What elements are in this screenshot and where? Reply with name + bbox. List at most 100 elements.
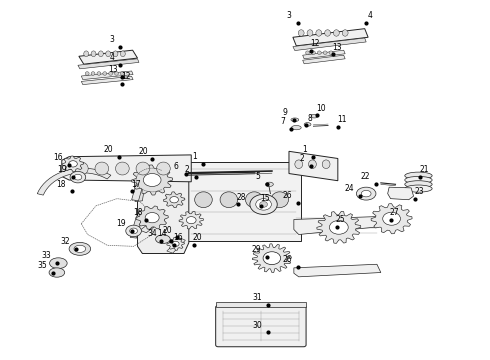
- Text: 28: 28: [237, 193, 246, 202]
- Text: 26: 26: [282, 255, 292, 264]
- Ellipse shape: [121, 72, 124, 75]
- Polygon shape: [294, 217, 381, 234]
- Ellipse shape: [116, 162, 129, 175]
- Ellipse shape: [263, 252, 281, 265]
- Ellipse shape: [106, 51, 111, 57]
- Ellipse shape: [306, 51, 310, 54]
- Ellipse shape: [186, 217, 196, 224]
- Ellipse shape: [74, 174, 82, 180]
- Ellipse shape: [342, 30, 348, 36]
- Text: 34: 34: [147, 229, 157, 238]
- Ellipse shape: [292, 126, 301, 130]
- Ellipse shape: [264, 252, 280, 264]
- Polygon shape: [289, 151, 338, 181]
- Bar: [216, 302, 306, 307]
- Ellipse shape: [143, 174, 161, 186]
- Ellipse shape: [69, 161, 77, 167]
- Ellipse shape: [271, 192, 289, 208]
- Ellipse shape: [109, 72, 113, 75]
- Ellipse shape: [307, 30, 313, 36]
- Polygon shape: [136, 206, 168, 229]
- Polygon shape: [62, 156, 84, 172]
- Polygon shape: [371, 204, 412, 234]
- Text: 26: 26: [282, 192, 292, 201]
- Ellipse shape: [170, 197, 178, 203]
- Polygon shape: [163, 192, 185, 208]
- Text: 9: 9: [283, 108, 288, 117]
- Ellipse shape: [311, 114, 318, 118]
- Bar: [186, 162, 301, 241]
- FancyBboxPatch shape: [216, 306, 306, 347]
- Ellipse shape: [98, 51, 103, 57]
- Ellipse shape: [74, 245, 86, 252]
- Text: 3: 3: [287, 11, 292, 20]
- Text: 20: 20: [103, 145, 113, 154]
- Text: 1: 1: [302, 145, 307, 154]
- Ellipse shape: [316, 30, 322, 36]
- Text: 18: 18: [133, 208, 142, 217]
- Text: 19: 19: [116, 219, 126, 228]
- Ellipse shape: [49, 258, 67, 269]
- Text: 35: 35: [38, 261, 48, 270]
- Ellipse shape: [245, 192, 263, 208]
- Text: 13: 13: [108, 65, 118, 74]
- Polygon shape: [294, 264, 381, 277]
- Text: 32: 32: [61, 237, 71, 246]
- Ellipse shape: [136, 162, 150, 175]
- Text: 12: 12: [121, 72, 130, 81]
- Polygon shape: [37, 168, 111, 195]
- Polygon shape: [388, 187, 414, 200]
- Polygon shape: [81, 71, 133, 80]
- Polygon shape: [81, 76, 133, 85]
- Ellipse shape: [91, 72, 95, 75]
- Text: 20: 20: [163, 225, 172, 234]
- Text: 16: 16: [53, 153, 63, 162]
- Ellipse shape: [309, 160, 317, 168]
- Polygon shape: [138, 158, 189, 253]
- Ellipse shape: [130, 228, 138, 234]
- Ellipse shape: [49, 268, 65, 277]
- Text: 4: 4: [368, 11, 372, 20]
- Text: 6: 6: [173, 162, 178, 171]
- Ellipse shape: [323, 51, 327, 54]
- Text: 12: 12: [310, 39, 319, 48]
- Ellipse shape: [266, 182, 273, 186]
- Polygon shape: [303, 50, 345, 59]
- Ellipse shape: [256, 199, 271, 210]
- Ellipse shape: [329, 220, 348, 234]
- Text: 2: 2: [185, 165, 190, 174]
- Ellipse shape: [95, 162, 109, 175]
- Ellipse shape: [113, 51, 118, 57]
- Text: 24: 24: [344, 184, 354, 193]
- Ellipse shape: [329, 51, 333, 54]
- Ellipse shape: [126, 225, 142, 237]
- Polygon shape: [79, 50, 138, 64]
- Ellipse shape: [405, 176, 432, 184]
- Ellipse shape: [322, 160, 330, 168]
- Text: 18: 18: [56, 180, 66, 189]
- Ellipse shape: [291, 118, 299, 122]
- Text: 7: 7: [280, 117, 285, 126]
- Polygon shape: [130, 216, 143, 238]
- Text: 14: 14: [157, 229, 167, 238]
- Polygon shape: [179, 211, 203, 229]
- Ellipse shape: [157, 162, 170, 175]
- Polygon shape: [135, 176, 147, 202]
- Text: 31: 31: [253, 293, 263, 302]
- Ellipse shape: [356, 187, 376, 200]
- Polygon shape: [140, 214, 168, 233]
- Polygon shape: [293, 29, 368, 46]
- Ellipse shape: [361, 190, 371, 197]
- Ellipse shape: [172, 241, 179, 246]
- Polygon shape: [293, 38, 366, 50]
- Polygon shape: [167, 237, 184, 250]
- Ellipse shape: [333, 30, 339, 36]
- Ellipse shape: [145, 212, 159, 223]
- Text: 25: 25: [336, 216, 345, 225]
- Ellipse shape: [312, 51, 316, 54]
- Ellipse shape: [115, 72, 119, 75]
- Ellipse shape: [220, 192, 238, 208]
- Text: 29: 29: [251, 245, 261, 254]
- Ellipse shape: [405, 185, 432, 192]
- Text: 30: 30: [253, 320, 263, 329]
